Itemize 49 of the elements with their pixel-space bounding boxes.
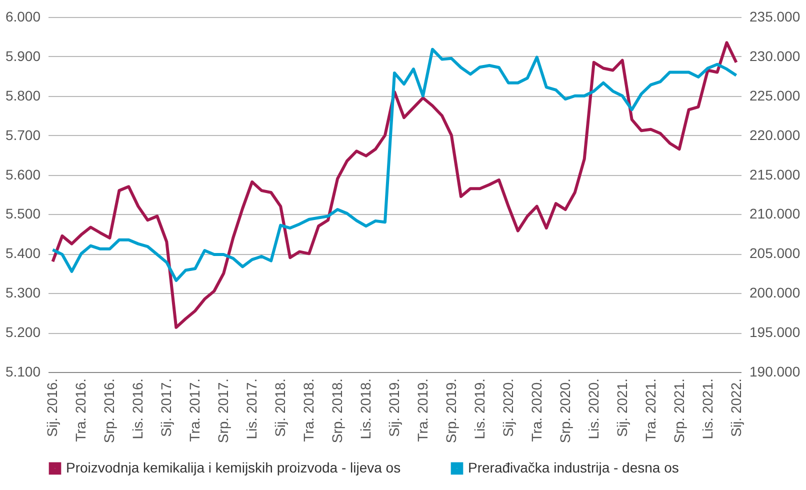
y2-tick-label: 220.000	[750, 126, 800, 143]
y2-tick-label: 230.000	[750, 48, 800, 64]
y2-tick-label: 200.000	[750, 284, 800, 301]
x-tick-label: Lis. 2018.	[358, 378, 374, 440]
x-tick-label: Sij. 2018.	[272, 378, 288, 437]
y2-tick-label: 195.000	[750, 324, 800, 340]
y2-tick-label: 190.000	[750, 364, 800, 380]
y-tick-label: 5.600	[5, 166, 41, 182]
x-tick-label: Srp. 2017.	[215, 378, 232, 444]
x-tick-label: Tra. 2019.	[414, 378, 430, 442]
x-tick-label: Tra. 2016.	[72, 378, 89, 442]
y-tick-label: 5.700	[5, 126, 41, 143]
x-tick-label: Sij. 2022.	[728, 378, 744, 437]
y-tick-label: 5.500	[5, 206, 41, 222]
y-tick-label: 6.000	[5, 8, 41, 24]
x-tick-label: Tra. 2021.	[642, 378, 658, 442]
y-tick-label: 5.400	[5, 245, 41, 262]
x-tick-label: Sij. 2016.	[44, 378, 60, 437]
x-tick-label: Sij. 2019.	[386, 378, 402, 437]
y2-tick-label: 205.000	[750, 245, 800, 262]
y2-tick-label: 225.000	[750, 87, 800, 104]
x-tick-label: Srp. 2016.	[101, 378, 118, 444]
x-tick-label: Sij. 2021.	[614, 378, 630, 437]
x-tick-label: Tra. 2018.	[300, 378, 317, 442]
x-tick-label: Lis. 2019.	[471, 378, 488, 440]
y-tick-label: 5.800	[5, 87, 41, 104]
x-tick-label: Tra. 2020.	[528, 378, 544, 442]
legend-label: Prerađivačka industrija - desna os	[468, 459, 679, 476]
x-tick-label: Lis. 2017.	[244, 378, 260, 440]
y-tick-label: 5.100	[5, 364, 41, 380]
x-tick-label: Sij. 2017.	[158, 378, 174, 437]
x-tick-label: Srp. 2021.	[670, 378, 687, 444]
y-tick-label: 5.300	[5, 284, 41, 301]
line-series	[51, 48, 738, 282]
x-tick-label: Lis. 2021.	[699, 378, 716, 440]
x-tick-label: Sij. 2020.	[500, 378, 516, 437]
x-tick-label: Srp. 2020.	[556, 378, 573, 444]
y2-tick-label: 210.000	[750, 206, 800, 222]
legend-label: Proizvodnja kemikalija i kemijskih proizvoda - lijeva os	[66, 459, 401, 476]
x-tick-label: Lis. 2016.	[130, 378, 146, 440]
y2-tick-label: 235.000	[750, 8, 800, 24]
y-tick-label: 5.200	[5, 324, 41, 340]
x-tick-label: Srp. 2019.	[442, 378, 459, 444]
x-tick-label: Lis. 2020.	[585, 378, 602, 440]
x-tick-label: Srp. 2018.	[329, 378, 346, 444]
line-series	[51, 41, 738, 329]
y-tick-label: 5.900	[5, 48, 41, 64]
y2-tick-label: 215.000	[750, 166, 800, 182]
x-tick-label: Tra. 2017.	[186, 378, 203, 442]
